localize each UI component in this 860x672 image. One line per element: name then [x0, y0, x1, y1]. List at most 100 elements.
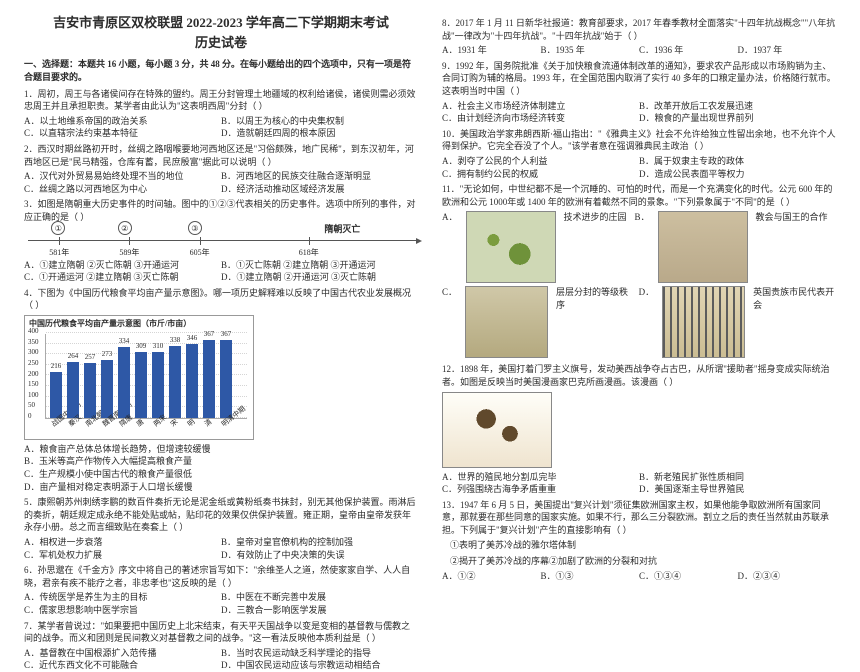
q11-imgD — [662, 286, 745, 358]
q13-optD[interactable]: D．②③④ — [738, 570, 837, 583]
q3-stem: 3．如图是隋朝重大历史事件的时间轴。图中的①②③代表相关的历史事件。选项中所列的… — [24, 198, 418, 223]
q8-optC[interactable]: C．1936 年 — [639, 44, 738, 57]
q13-optA[interactable]: A．①② — [442, 570, 541, 583]
q6-optA[interactable]: A．传统医学是养生为主的目标 — [24, 591, 221, 604]
q4-opts: A．粮食亩产总体总体增长趋势，但增速较缓慢 B．玉米等高产作物传入大幅提高粮食产… — [24, 443, 418, 493]
q11-imgC — [465, 286, 548, 358]
q11-row2: C． 层层分封的等级秩序 D． 英国贵族市民代表开会 — [442, 286, 836, 358]
q8-optB[interactable]: B．1935 年 — [541, 44, 640, 57]
q4-optC[interactable]: C．生产规模小使中国古代的粮食产量很低 — [24, 468, 418, 481]
q12-optA[interactable]: A．世界的殖民地分割瓜完毕 — [442, 471, 639, 484]
q11-textA[interactable]: 技术进步的庄园 — [564, 211, 627, 224]
q11-labC: C． — [442, 286, 457, 299]
q6-optB[interactable]: B．中医在不断完善中发展 — [221, 591, 418, 604]
timeline-mark — [309, 237, 310, 245]
q12-optB[interactable]: B．新老殖民扩张性质相同 — [639, 471, 836, 484]
q7-optB[interactable]: B．当时农民运动缺乏科学理论的指导 — [221, 647, 418, 660]
q11-labD: D． — [639, 286, 655, 299]
q1-optA[interactable]: A．以土地维系帝国的政治关系 — [24, 115, 221, 128]
q10-opts: A．剥夺了公民的个人利益 B．属于奴隶主专政的政体 C．拥有制约公民的权威 D．… — [442, 155, 836, 180]
q2-optA[interactable]: A．汉代对外贸易易始终处理不当的地位 — [24, 170, 221, 183]
page-title-1: 吉安市青原区双校联盟 2022-2023 学年高二下学期期末考试 — [24, 14, 418, 32]
q12-stem: 12．1898 年，美国打着门罗主义旗号，发动美西战争夺占古巴，从所谓"援助者"… — [442, 363, 836, 388]
q12-optD[interactable]: D．美国逐渐主导世界殖民 — [639, 483, 836, 496]
right-column: 8．2017 年 1 月 11 日新华社报道：教育部要求，2017 年春季教材全… — [442, 14, 836, 594]
q9-optB[interactable]: B．改革开放后工农发展迅速 — [639, 100, 836, 113]
q8-optD[interactable]: D．1937 年 — [738, 44, 837, 57]
q5-stem: 5．康熙朝苏州刺绣李鹏的数百件奏折无论是泥金纸或黄粉纸奏书抹封，别无其他保护装置… — [24, 496, 418, 534]
q6-opts: A．传统医学是养生为主的目标 B．中医在不断完善中发展 C．儒家思想影响中医学宗… — [24, 591, 418, 616]
q1-opts: A．以土地维系帝国的政治关系 B．以周王为核心的中央集权制 C．以直辖宗法约束基… — [24, 115, 418, 140]
q10-optD[interactable]: D．造成公民表面平等权力 — [639, 168, 836, 181]
q11-row1: A． 技术进步的庄园 B． 教会与国王的合作 — [442, 211, 836, 283]
q11-textD[interactable]: 英国贵族市民代表开会 — [753, 286, 836, 311]
q3-optD[interactable]: D．①建立隋朝 ②开通运河 ③灭亡陈朝 — [221, 271, 418, 284]
q11-labB: B． — [635, 211, 650, 224]
q7-optA[interactable]: A．基督教在中国根源扩入范传播 — [24, 647, 221, 660]
q2-optD[interactable]: D．经济活动推动区域经济发展 — [221, 183, 418, 196]
q10-optC[interactable]: C．拥有制约公民的权威 — [442, 168, 639, 181]
q1-stem: 1．周初，周王与各诸侯间存在特殊的盟约。周王分封管理土地疆域的权利给诸侯，诸侯则… — [24, 88, 418, 113]
q11-imgA — [466, 211, 556, 283]
q13-optB[interactable]: B．①③ — [541, 570, 640, 583]
timeline-year: 618年 — [299, 247, 319, 258]
q13-optC[interactable]: C．①③④ — [639, 570, 738, 583]
q11-textB[interactable]: 教会与国王的合作 — [756, 211, 828, 224]
timeline-arrow: ① ② ③ 581年 589年 605年 618年 隋朝灭亡 — [28, 240, 418, 241]
q8-stem: 8．2017 年 1 月 11 日新华社报道：教育部要求，2017 年春季教材全… — [442, 17, 836, 42]
timeline-year: 605年 — [190, 247, 210, 258]
q8-optA[interactable]: A．1931 年 — [442, 44, 541, 57]
left-column: 吉安市青原区双校联盟 2022-2023 学年高二下学期期末考试 历史试卷 一、… — [24, 14, 418, 594]
q6-optD[interactable]: D．三教合一影响医学发展 — [221, 604, 418, 617]
q11-textC[interactable]: 层层分封的等级秩序 — [556, 286, 631, 311]
q3-optC[interactable]: C．①开通运河 ②建立隋朝 ③灭亡陈朝 — [24, 271, 221, 284]
timeline-circ-1: ① — [51, 221, 65, 235]
q13-opts: A．①② B．①③ C．①③④ D．②③④ — [442, 570, 836, 583]
q10-stem: 10．美国政治学家弗朗西斯·福山指出："《雅典主义》社会不允许给独立性留出余地，… — [442, 128, 836, 153]
q9-optA[interactable]: A．社会主义市场经济体制建立 — [442, 100, 639, 113]
q6-stem: 6．孙思邈在《千金方》序文中将自己的著述宗旨写如下："余维圣人之道，然使家家自学… — [24, 564, 418, 589]
q11-stem: 11．"无论如何，中世纪都不是一个沉睡的、可怕的时代，而是一个充满变化的时代。公… — [442, 183, 836, 208]
q3-optB[interactable]: B．①灭亡陈朝 ②建立隋朝 ③开通运河 — [221, 259, 418, 272]
timeline-mark — [200, 237, 201, 245]
q4-optD[interactable]: D．亩产量相对稳定表明源于人口增长缓慢 — [24, 481, 418, 494]
q5-optC[interactable]: C．军机处权力扩展 — [24, 549, 221, 562]
q2-optB[interactable]: B．河西地区的民族交往融合逐渐明显 — [221, 170, 418, 183]
timeline-end-label: 隋朝灭亡 — [324, 223, 360, 236]
q11-imgB — [658, 211, 748, 283]
timeline-circ-3: ③ — [188, 221, 202, 235]
q2-opts: A．汉代对外贸易易始终处理不当的地位 B．河西地区的民族交往融合逐渐明显 C．丝… — [24, 170, 418, 195]
q5-optD[interactable]: D．有效防止了中央决策的失误 — [221, 549, 418, 562]
q4-chart-plot: 050100150200250300350400216战国中晚期264秦汉257… — [45, 334, 247, 419]
q13-sub2: ②揭开了美苏冷战的序幕②加剧了欧洲的分裂和对抗 — [442, 555, 836, 568]
q9-optC[interactable]: C．由计划经济向市场经济转变 — [442, 112, 639, 125]
q3-timeline: ① ② ③ 581年 589年 605年 618年 隋朝灭亡 — [24, 226, 418, 256]
q1-optB[interactable]: B．以周王为核心的中央集权制 — [221, 115, 418, 128]
q1-optD[interactable]: D．造就朝廷四周的根本原因 — [221, 127, 418, 140]
q4-stem: 4．下图为《中国历代粮食平均亩产量示意图》。哪一项历史解释难以反映了中国古代农业… — [24, 287, 418, 312]
q3-opts: A．①建立隋朝 ②灭亡陈朝 ③开通运河 B．①灭亡陈朝 ②建立隋朝 ③开通运河 … — [24, 259, 418, 284]
q10-optA[interactable]: A．剥夺了公民的个人利益 — [442, 155, 639, 168]
q4-optB[interactable]: B．玉米等高产作物传入大幅提高粮食产量 — [24, 455, 418, 468]
q7-optC[interactable]: C．近代东西文化不可能融合 — [24, 659, 221, 672]
q3-optA[interactable]: A．①建立隋朝 ②灭亡陈朝 ③开通运河 — [24, 259, 221, 272]
q12-img-row — [442, 392, 836, 468]
q4-chart-title: 中国历代粮食平均亩产量示意图（市斤/市亩） — [29, 318, 249, 329]
q7-optD[interactable]: D．中国农民运动应该与宗教运动相结合 — [221, 659, 418, 672]
q4-optA[interactable]: A．粮食亩产总体总体增长趋势，但增速较缓慢 — [24, 443, 418, 456]
q12-optC[interactable]: C．列强围绕古海争矛盾重重 — [442, 483, 639, 496]
q6-optC[interactable]: C．儒家思想影响中医学宗旨 — [24, 604, 221, 617]
timeline-circ-2: ② — [118, 221, 132, 235]
q10-optB[interactable]: B．属于奴隶主专政的政体 — [639, 155, 836, 168]
q9-opts: A．社会主义市场经济体制建立 B．改革开放后工农发展迅速 C．由计划经济向市场经… — [442, 100, 836, 125]
q2-optC[interactable]: C．丝绸之路以河西地区为中心 — [24, 183, 221, 196]
timeline-mark — [59, 237, 60, 245]
q9-optD[interactable]: D．粮食的产量出现世界前列 — [639, 112, 836, 125]
q1-optC[interactable]: C．以直辖宗法约束基本特征 — [24, 127, 221, 140]
q2-stem: 2．西汉时期丝路初开时，丝绸之路咽喉要地河西地区还是"习俗颇殊，地广民稀"，到东… — [24, 143, 418, 168]
q7-opts: A．基督教在中国根源扩入范传播 B．当时农民运动缺乏科学理论的指导 C．近代东西… — [24, 647, 418, 672]
q7-stem: 7．某学者曾说过："如果要把中国历史上北宋结束，有天平天国战争以变是变相的基督教… — [24, 620, 418, 645]
q5-optB[interactable]: B．皇帝对皇官僚机构的控制加强 — [221, 536, 418, 549]
q5-optA[interactable]: A．相权进一步衰落 — [24, 536, 221, 549]
q8-opts: A．1931 年 B．1935 年 C．1936 年 D．1937 年 — [442, 44, 836, 57]
